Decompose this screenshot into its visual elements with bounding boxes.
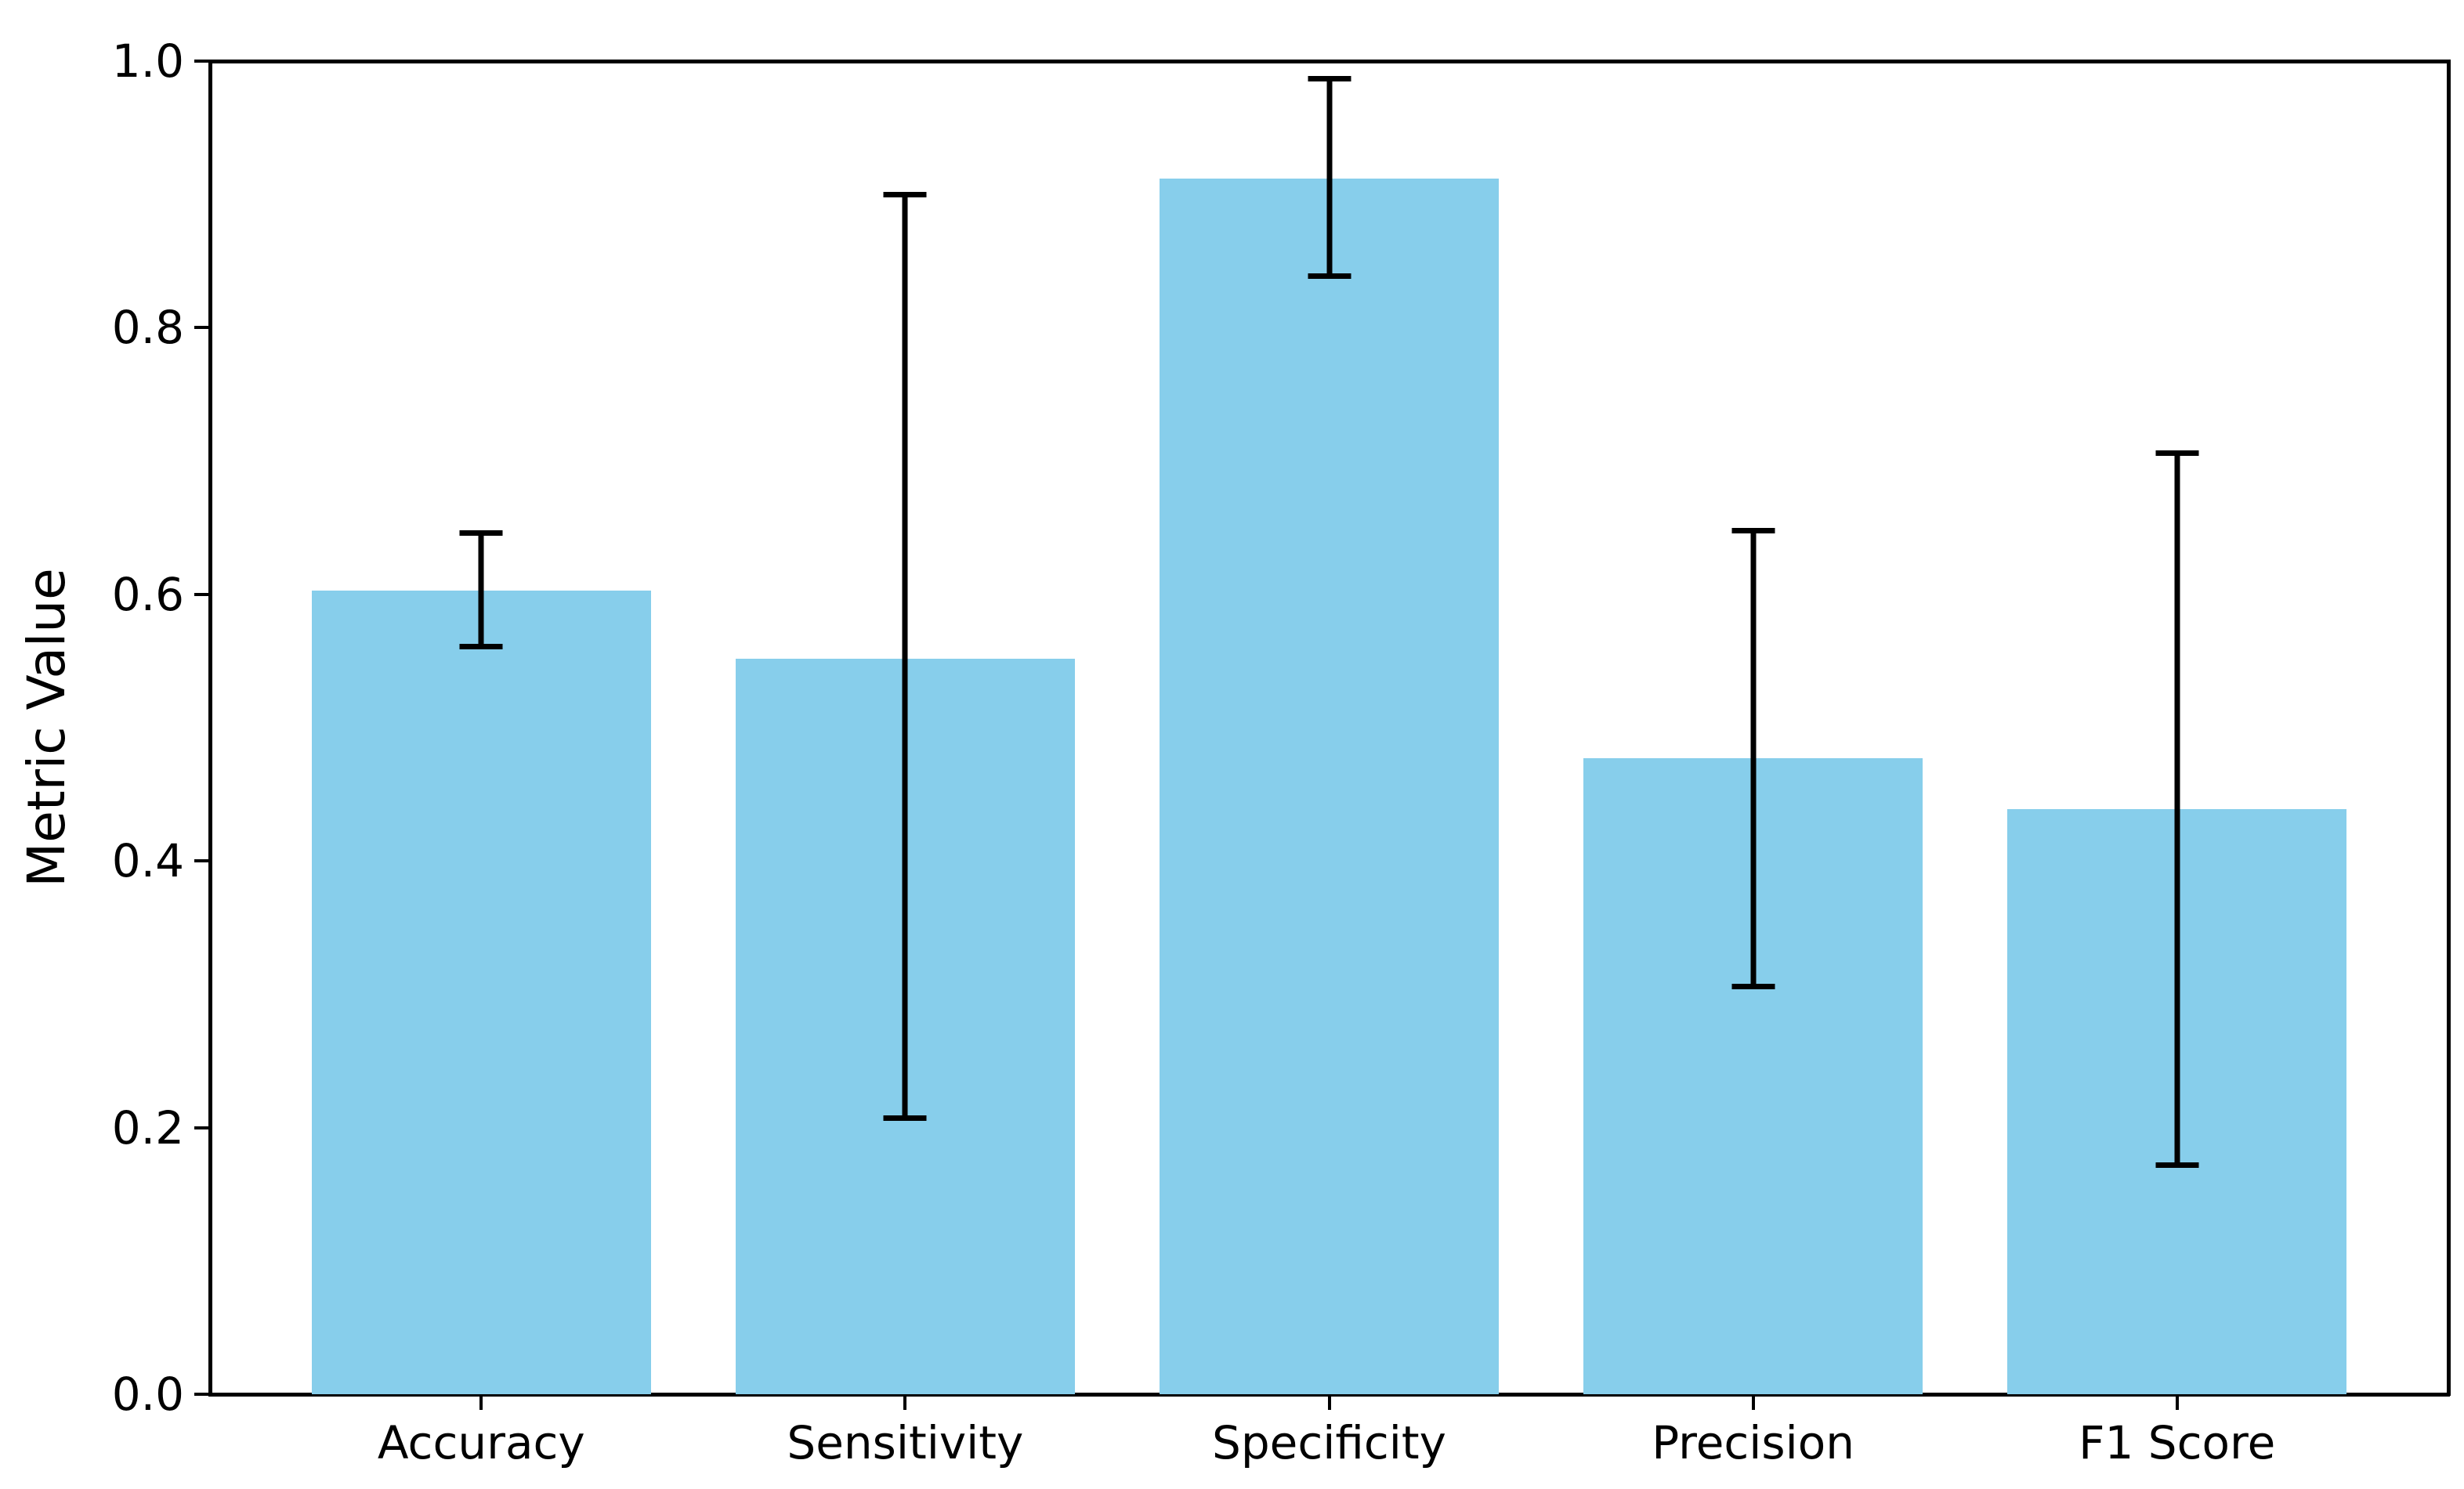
y-tick-label: 1.0: [111, 34, 184, 88]
error-cap-low-specificity: [1308, 273, 1351, 279]
error-cap-high-sensitivity: [883, 191, 927, 197]
error-bar-precision: [1750, 530, 1757, 987]
x-tick: [903, 1396, 907, 1410]
y-tick-label: 0.4: [111, 834, 184, 888]
error-cap-low-sensitivity: [883, 1115, 927, 1122]
y-tick: [194, 326, 208, 330]
x-tick-label-specificity: Specificity: [1212, 1416, 1446, 1469]
x-tick-label-f1-score: F1 Score: [2079, 1416, 2276, 1469]
x-tick-label-precision: Precision: [1652, 1416, 1854, 1469]
error-bar-specificity: [1326, 78, 1332, 276]
axis-spine-top: [208, 60, 2450, 63]
error-cap-high-precision: [1731, 527, 1775, 533]
error-bar-accuracy: [478, 533, 484, 647]
plot-area: 0.0 0.2 0.4 0.6 0.8 1.0 Accuracy Sensitivity Spe…: [112, 38, 2451, 1469]
y-tick: [194, 859, 208, 863]
x-tick: [2175, 1396, 2179, 1410]
error-cap-low-accuracy: [459, 643, 503, 649]
error-cap-low-f1-score: [2155, 1162, 2199, 1168]
x-tick: [1751, 1396, 1755, 1410]
axis-spine-bottom: [208, 1393, 2450, 1397]
bar-specificity: [1160, 178, 1499, 1394]
y-tick-label: 0.8: [111, 301, 184, 355]
error-bar-f1-score: [2174, 453, 2180, 1166]
y-tick: [194, 60, 208, 63]
y-tick: [194, 592, 208, 596]
error-cap-low-precision: [1731, 983, 1775, 989]
y-tick: [194, 1126, 208, 1129]
x-tick: [1327, 1396, 1331, 1410]
bar-accuracy: [311, 590, 651, 1394]
error-cap-high-f1-score: [2155, 450, 2199, 456]
x-tick-label-sensitivity: Sensitivity: [787, 1416, 1024, 1469]
x-tick-label-accuracy: Accuracy: [377, 1416, 585, 1469]
y-axis-label: Metric Value: [16, 568, 77, 887]
error-cap-high-accuracy: [459, 530, 503, 537]
y-tick: [194, 1393, 208, 1396]
axis-spine-left: [208, 60, 212, 1396]
y-tick-label: 0.0: [111, 1368, 184, 1421]
x-tick: [479, 1396, 483, 1410]
axis-spine-right: [2447, 60, 2451, 1396]
y-tick-label: 0.2: [111, 1100, 184, 1155]
error-bar-sensitivity: [902, 194, 908, 1119]
error-cap-high-specificity: [1308, 75, 1351, 81]
y-tick-label: 0.6: [111, 567, 184, 621]
